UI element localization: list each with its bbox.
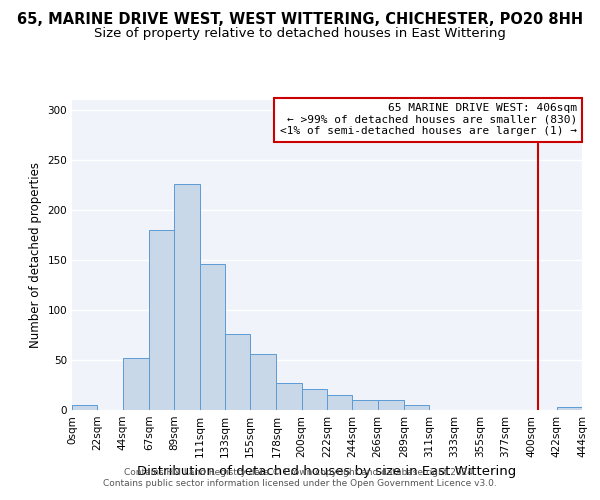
Bar xyxy=(149,230,174,410)
Bar xyxy=(199,264,225,410)
Bar xyxy=(557,407,582,410)
Bar xyxy=(327,395,352,410)
Bar xyxy=(122,358,149,410)
Bar xyxy=(250,354,277,410)
Bar xyxy=(302,389,327,410)
Text: Size of property relative to detached houses in East Wittering: Size of property relative to detached ho… xyxy=(94,28,506,40)
Bar xyxy=(225,334,250,410)
Text: Contains HM Land Registry data © Crown copyright and database right 2024.
Contai: Contains HM Land Registry data © Crown c… xyxy=(103,468,497,487)
X-axis label: Distribution of detached houses by size in East Wittering: Distribution of detached houses by size … xyxy=(137,466,517,478)
Text: 65 MARINE DRIVE WEST: 406sqm
← >99% of detached houses are smaller (830)
<1% of : 65 MARINE DRIVE WEST: 406sqm ← >99% of d… xyxy=(280,103,577,136)
Bar xyxy=(72,405,97,410)
Bar xyxy=(404,405,429,410)
Bar xyxy=(277,383,302,410)
Y-axis label: Number of detached properties: Number of detached properties xyxy=(29,162,42,348)
Text: 65, MARINE DRIVE WEST, WEST WITTERING, CHICHESTER, PO20 8HH: 65, MARINE DRIVE WEST, WEST WITTERING, C… xyxy=(17,12,583,28)
Bar xyxy=(377,400,404,410)
Bar xyxy=(174,184,199,410)
Bar xyxy=(352,400,377,410)
